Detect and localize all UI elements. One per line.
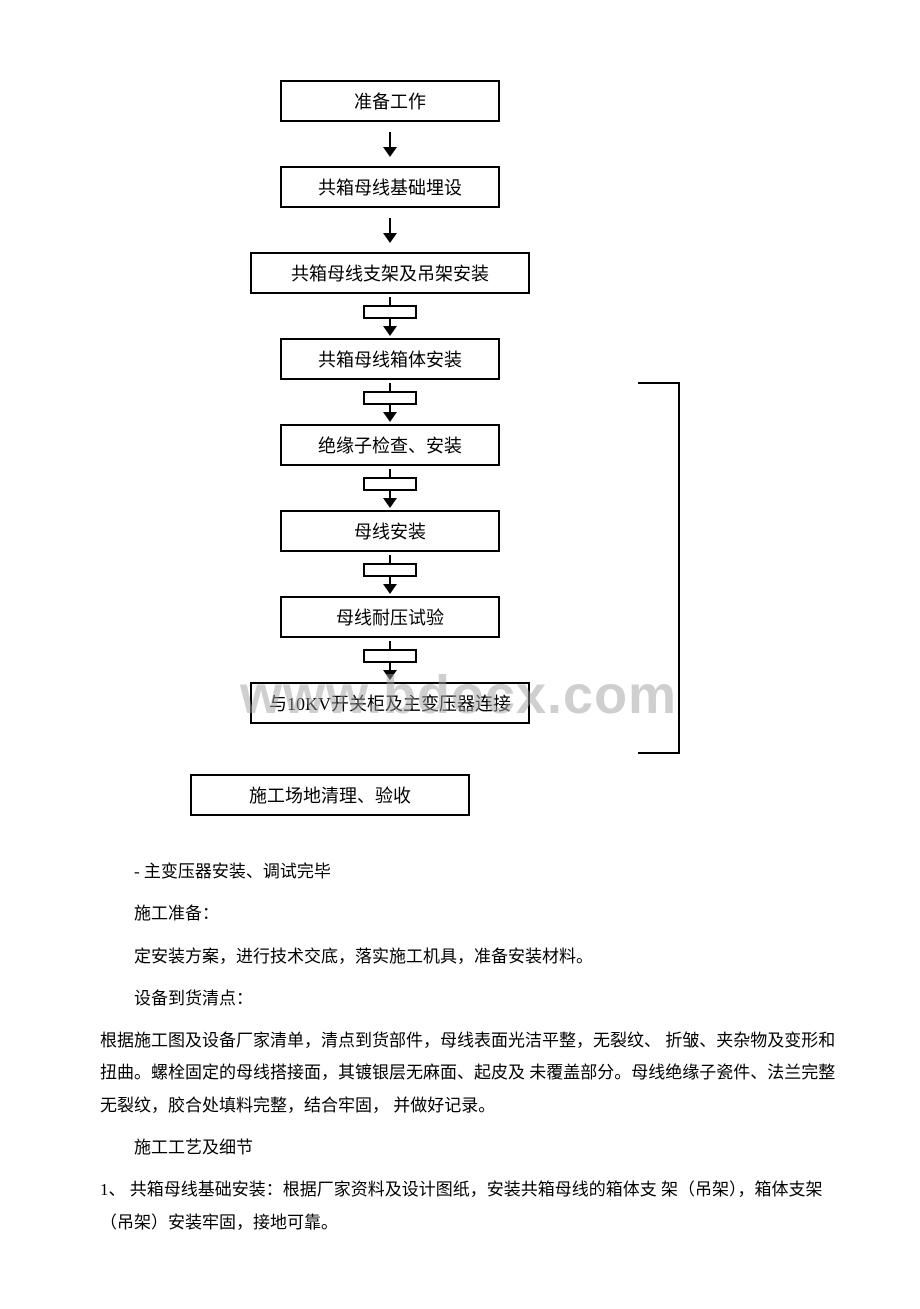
side-loop-connector [678,382,680,754]
flow-step-3: 共箱母线支架及吊架安装 [250,252,530,294]
flow-connector [160,466,620,510]
document-body: - 主变压器安装、调试完毕 施工准备： 定安装方案，进行技术交底，落实施工机具，… [100,856,840,1239]
body-heading-3: 施工工艺及细节 [100,1132,840,1164]
body-heading-1: 施工准备： [100,898,840,930]
body-heading-2: 设备到货清点： [100,983,840,1015]
flow-step-2: 共箱母线基础埋设 [280,166,500,208]
process-flowchart: 准备工作 共箱母线基础埋设 共箱母线支架及吊架安装 共箱母线箱体安装 绝缘子检查… [160,80,620,816]
flow-connector [160,638,620,682]
body-paragraph-2: 根据施工图及设备厂家清单，清点到货部件，母线表面光洁平整，无裂纹、 折皱、夹杂物… [100,1025,840,1122]
flow-connector [160,294,620,338]
body-paragraph-1: 定安装方案，进行技术交底，落实施工机具，准备安装材料。 [100,941,840,973]
flow-step-1: 准备工作 [280,80,500,122]
flow-connector [160,380,620,424]
body-line-1: - 主变压器安装、调试完毕 [134,856,840,888]
flow-step-8: 与10KV开关柜及主变压器连接 [250,682,530,724]
flow-connector [160,552,620,596]
flow-step-6: 母线安装 [280,510,500,552]
flow-step-4: 共箱母线箱体安装 [280,338,500,380]
flow-step-5: 绝缘子检查、安装 [280,424,500,466]
flow-connector [160,208,620,252]
flow-step-final: 施工场地清理、验收 [190,774,470,816]
body-paragraph-3: 1、 共箱母线基础安装：根据厂家资料及设计图纸，安装共箱母线的箱体支 架（吊架）… [100,1174,840,1239]
flow-connector [160,122,620,166]
flow-step-7: 母线耐压试验 [280,596,500,638]
